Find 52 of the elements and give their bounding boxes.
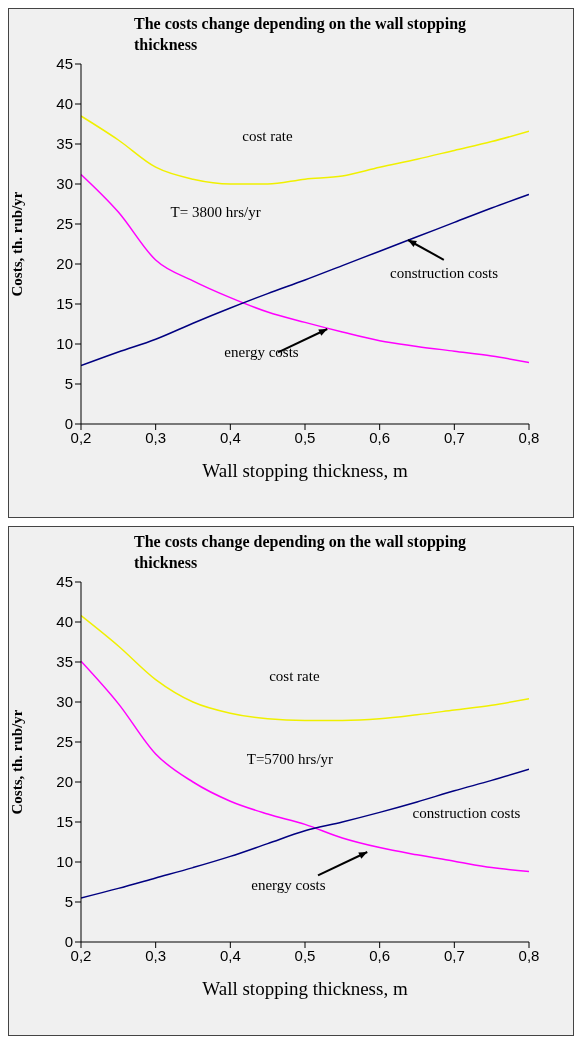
x-tick-label: 0,7 <box>443 428 465 446</box>
y-tick-label: 20 <box>56 773 73 791</box>
y-tick-label: 15 <box>56 813 73 831</box>
y-tick-label: 10 <box>56 335 73 353</box>
y-tick-label: 0 <box>64 415 73 433</box>
annotation: T=5700 hrs/yr <box>246 751 334 769</box>
y-axis-title: Costs, th. rub/yr <box>9 191 26 297</box>
chart-title: The costs change depending on the wall stopping thickness <box>134 14 468 55</box>
y-tick-label: 30 <box>56 693 73 711</box>
series-label: construction costs <box>412 803 522 823</box>
line-series <box>81 115 529 185</box>
y-tick-label: 45 <box>56 55 73 73</box>
line-series <box>81 768 529 899</box>
x-axis-title: Wall stopping thickness, m <box>201 460 409 482</box>
text: energy costs <box>251 875 327 895</box>
line-series <box>81 660 529 873</box>
y-tick-label: 35 <box>56 653 73 671</box>
y-tick-label: 40 <box>56 95 73 113</box>
y-tick-label: 10 <box>56 853 73 871</box>
y-tick-label: 45 <box>56 573 73 591</box>
y-tick-label: 0 <box>64 933 73 951</box>
y-tick-label: 25 <box>56 733 73 751</box>
text: cost rate <box>269 666 321 686</box>
x-tick-label: 0,2 <box>70 428 92 446</box>
series-label: energy costs <box>224 343 300 363</box>
y-tick-label: 35 <box>56 135 73 153</box>
y-tick-label: 5 <box>64 893 73 911</box>
x-tick-label: 0,3 <box>145 428 167 446</box>
x-tick-label: 0,4 <box>219 946 241 964</box>
series-label: construction costs <box>390 264 499 283</box>
chart-title: The costs change depending on the wall stopping thickness <box>134 532 468 573</box>
x-tick-label: 0,5 <box>294 946 316 964</box>
annotation: T= 3800 hrs/yr <box>170 204 261 222</box>
x-tick-label: 0,6 <box>369 428 391 446</box>
y-tick-label: 40 <box>56 613 73 631</box>
y-tick-label: 25 <box>56 215 73 233</box>
x-tick-label: 0,8 <box>518 428 540 446</box>
x-tick-label: 0,7 <box>443 946 465 964</box>
y-tick-label: 5 <box>64 375 73 393</box>
x-tick-label: 0,6 <box>369 946 391 964</box>
y-tick-label: 15 <box>56 295 73 313</box>
x-tick-label: 0,2 <box>70 946 92 964</box>
text: cost rate <box>242 127 294 147</box>
line-series <box>81 614 529 722</box>
x-axis-title: Wall stopping thickness, m <box>201 978 409 1000</box>
y-tick-label: 30 <box>56 175 73 193</box>
x-tick-label: 0,8 <box>518 946 540 964</box>
x-tick-label: 0,4 <box>219 428 241 446</box>
y-axis-title: Costs, th. rub/yr <box>9 709 26 815</box>
x-tick-label: 0,5 <box>294 428 316 446</box>
y-tick-label: 20 <box>56 255 73 273</box>
x-tick-label: 0,3 <box>145 946 167 964</box>
